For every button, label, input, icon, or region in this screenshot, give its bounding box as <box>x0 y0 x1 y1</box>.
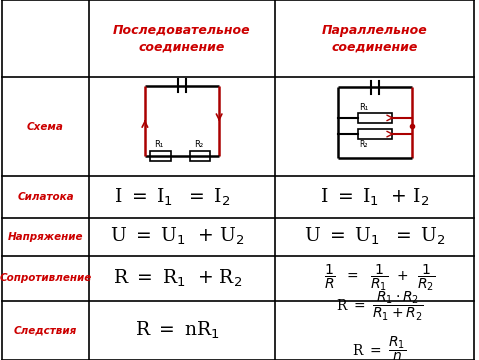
Text: R $=$ R$_1$  $+$ R$_2$: R $=$ R$_1$ $+$ R$_2$ <box>113 267 242 289</box>
Bar <box>150 150 171 161</box>
Text: Силатока: Силатока <box>17 192 74 202</box>
Text: U $=$ U$_1$  $+$ U$_2$: U $=$ U$_1$ $+$ U$_2$ <box>110 226 244 247</box>
Text: I $=$ I$_1$  $+$ I$_2$: I $=$ I$_1$ $+$ I$_2$ <box>320 186 429 208</box>
Text: R₁: R₁ <box>359 103 368 112</box>
Bar <box>358 113 391 123</box>
Text: R $=$ nR$_1$: R $=$ nR$_1$ <box>135 320 219 341</box>
Text: R₂: R₂ <box>194 140 204 149</box>
Text: $\dfrac{1}{R}$  $=$  $\dfrac{1}{R_1}$  $+$  $\dfrac{1}{R_2}$: $\dfrac{1}{R}$ $=$ $\dfrac{1}{R_1}$ $+$ … <box>324 263 435 293</box>
Bar <box>358 129 391 139</box>
Text: I $=$ I$_1$  $=$ I$_2$: I $=$ I$_1$ $=$ I$_2$ <box>114 186 231 208</box>
Bar <box>190 150 210 161</box>
Text: R₂: R₂ <box>359 140 367 149</box>
Text: Схема: Схема <box>27 122 64 132</box>
Text: Сопротивление: Сопротивление <box>0 273 91 283</box>
Text: Следствия: Следствия <box>14 325 77 335</box>
Text: Параллельное
соединение: Параллельное соединение <box>322 24 428 54</box>
Text: Напряжение: Напряжение <box>8 232 83 242</box>
Text: R $=$ $\dfrac{R_1 \cdot R_2}{R_1 + R_2}$: R $=$ $\dfrac{R_1 \cdot R_2}{R_1 + R_2}$ <box>336 290 423 324</box>
Text: R₁: R₁ <box>154 140 164 149</box>
Text: U $=$ U$_1$  $=$ U$_2$: U $=$ U$_1$ $=$ U$_2$ <box>304 226 445 247</box>
Text: R $=$ $\dfrac{R_1}{n}$: R $=$ $\dfrac{R_1}{n}$ <box>353 334 407 360</box>
Text: Последовательное
соединение: Последовательное соединение <box>113 24 251 54</box>
